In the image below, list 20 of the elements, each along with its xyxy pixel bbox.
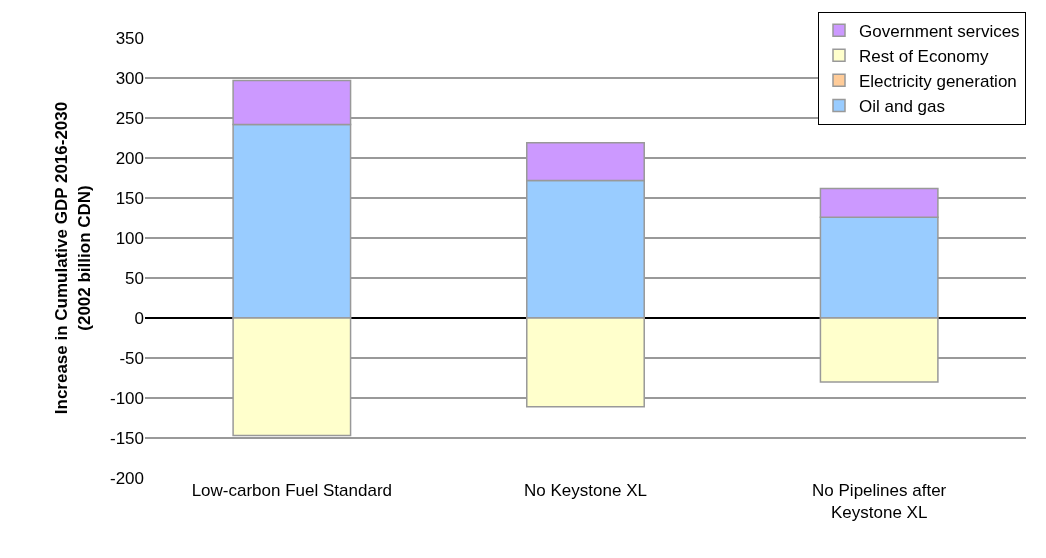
legend-label: Rest of Economy (859, 46, 989, 66)
y-tick-label: 350 (115, 28, 144, 48)
y-tick-label: -100 (109, 388, 144, 408)
y-tick-label: 0 (134, 308, 144, 328)
y-tick-label: 150 (115, 188, 144, 208)
x-tick-label: No Keystone XL (524, 481, 647, 500)
x-tick-label: Low-carbon Fuel Standard (191, 481, 392, 500)
y-tick-label: 100 (115, 228, 144, 248)
y-tick-label: 300 (115, 68, 144, 88)
y-tick-label: 200 (115, 148, 144, 168)
legend-label: Government services (859, 21, 1020, 41)
x-tick-label: No Pipelines after Keystone XL (812, 481, 947, 523)
y-tick-label: -50 (119, 348, 144, 368)
y-tick-label: -200 (109, 468, 144, 488)
y-tick-label: -150 (109, 428, 144, 448)
y-axis-title: Increase in Cumulative GDP 2016-2030 (2002 billion CDN) (52, 101, 94, 415)
y-tick-label: 50 (125, 268, 144, 288)
legend-label: Electricity generation (859, 71, 1017, 91)
y-tick-label: 250 (115, 108, 144, 128)
legend-label: Oil and gas (859, 97, 945, 117)
